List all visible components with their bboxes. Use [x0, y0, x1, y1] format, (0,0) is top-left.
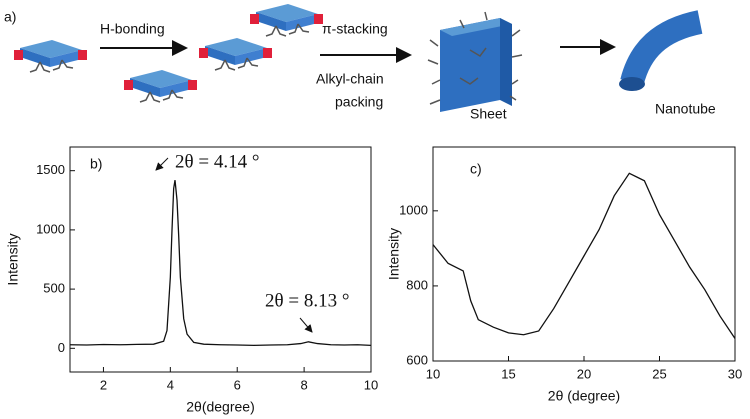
plot-frame [69, 146, 372, 373]
y-tick-label: 1500 [36, 162, 65, 177]
y-tick-label: 1000 [36, 221, 65, 236]
annotation-arrow [155, 157, 169, 171]
data-line [69, 180, 372, 347]
chart: 2 4 6 8 10 0 500 1000 1500 2θ(degree) Intensity b) 2… [5, 146, 378, 415]
chart: 10 15 20 25 30 600 800 1000 2θ (degree) Intensity… [386, 146, 742, 404]
y-tick-label: 500 [43, 281, 65, 296]
step-label: Alkyl-chain [316, 71, 384, 87]
y-tick-label: 600 [406, 352, 428, 367]
x-tick-label: 30 [728, 366, 742, 381]
x-tick-label: 8 [300, 377, 307, 392]
x-tick-label: 6 [234, 377, 241, 392]
x-tick-label: 25 [652, 366, 666, 381]
unit [123, 69, 198, 103]
x-axis-label: 2θ(degree) [186, 399, 255, 415]
nanotube-shape [620, 10, 703, 86]
plot-frame [432, 146, 736, 362]
y-tick-label: 800 [406, 277, 428, 292]
unit [249, 3, 324, 37]
x-tick-label: 2 [100, 377, 107, 392]
schematic: a) H-bonding π-stacking Alkyl-chain pack… [4, 3, 716, 122]
x-tick-label: 20 [577, 366, 591, 381]
annotation: 2θ = 4.14 ° [175, 151, 259, 172]
y-axis-label: Intensity [5, 233, 21, 285]
sheet-shape [427, 11, 523, 112]
step-label: π-stacking [322, 21, 388, 37]
step-label: packing [335, 94, 383, 110]
nanotube-end [619, 77, 645, 91]
panel-label: a) [4, 9, 16, 25]
step-label: H-bonding [100, 21, 165, 37]
y-axis-label: Intensity [386, 228, 402, 280]
x-tick-label: 15 [501, 366, 515, 381]
y-tick-label: 1000 [399, 202, 428, 217]
panel-label: c) [470, 161, 482, 177]
x-tick-label: 4 [167, 377, 174, 392]
x-tick-label: 10 [364, 377, 378, 392]
nanotube-label: Nanotube [655, 101, 716, 117]
x-tick-label: 10 [426, 366, 440, 381]
annotation: 2θ = 8.13 ° [265, 290, 349, 311]
annotation-arrow [299, 317, 313, 333]
data-line [432, 172, 736, 339]
monomer [13, 39, 88, 73]
y-tick-label: 0 [58, 340, 65, 355]
unit [198, 37, 273, 71]
sheet-label: Sheet [470, 106, 507, 122]
x-axis-label: 2θ (degree) [548, 388, 620, 404]
panel-label: b) [90, 156, 102, 172]
